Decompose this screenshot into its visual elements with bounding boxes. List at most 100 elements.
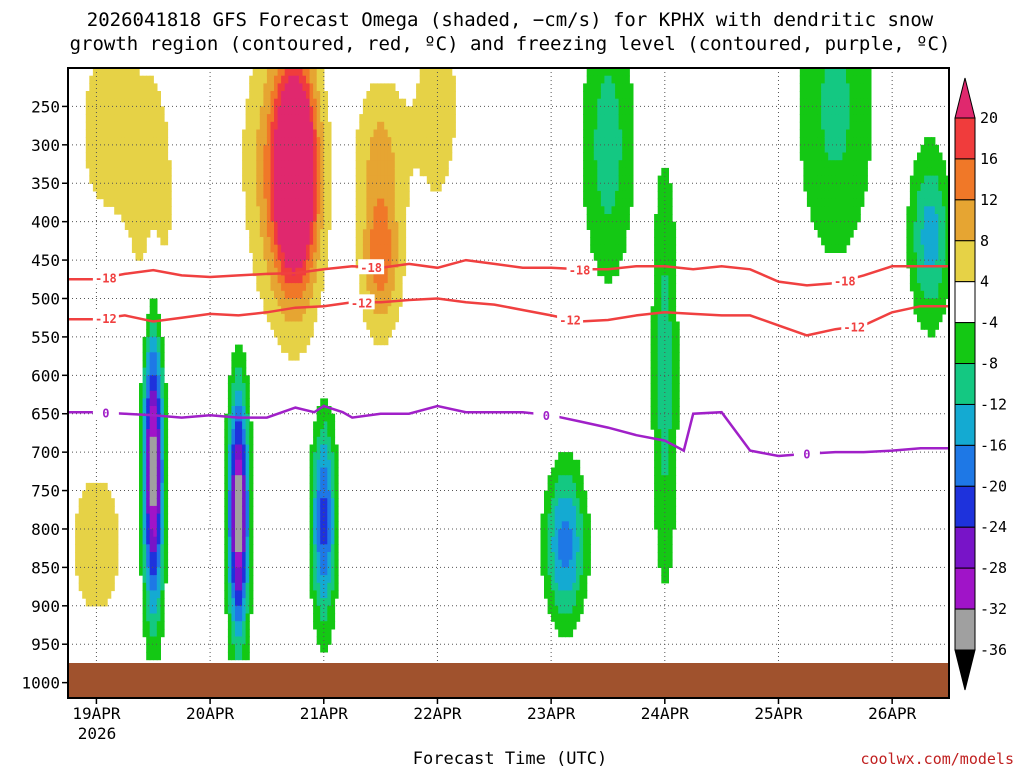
omega-cell bbox=[568, 498, 574, 507]
omega-cell bbox=[941, 190, 947, 200]
omega-cell bbox=[430, 144, 435, 154]
omega-cell bbox=[249, 244, 254, 253]
omega-cell bbox=[831, 221, 836, 230]
omega-cell bbox=[821, 137, 826, 146]
omega-cell bbox=[593, 252, 598, 261]
omega-cell bbox=[266, 190, 272, 200]
omega-cell bbox=[547, 498, 552, 507]
omega-cell bbox=[238, 552, 243, 561]
omega-cell bbox=[661, 336, 666, 346]
omega-cell bbox=[583, 529, 588, 538]
omega-cell bbox=[309, 552, 314, 561]
omega-cell bbox=[288, 144, 293, 154]
omega-cell bbox=[384, 290, 389, 300]
omega-cell bbox=[323, 221, 328, 230]
omega-cell bbox=[89, 513, 94, 522]
omega-cell bbox=[302, 129, 307, 138]
omega-cell bbox=[295, 237, 300, 246]
omega-cell bbox=[668, 283, 673, 292]
omega-cell bbox=[437, 91, 442, 100]
omega-cell bbox=[327, 144, 332, 154]
omega-cell bbox=[842, 244, 847, 253]
omega-cell bbox=[224, 444, 229, 453]
omega-cell bbox=[117, 137, 122, 146]
omega-cell bbox=[824, 137, 829, 146]
omega-cell bbox=[124, 91, 129, 100]
omega-cell bbox=[391, 137, 396, 146]
omega-cell bbox=[309, 75, 314, 84]
omega-cell bbox=[320, 536, 325, 545]
omega-cell bbox=[153, 452, 158, 461]
omega-cell bbox=[160, 436, 165, 446]
omega-cell bbox=[85, 144, 90, 154]
omega-cell bbox=[401, 198, 407, 207]
omega-cell bbox=[600, 175, 606, 184]
omega-cell bbox=[671, 313, 677, 323]
omega-cell bbox=[139, 498, 144, 507]
omega-cell bbox=[160, 452, 165, 461]
omega-cell bbox=[259, 190, 264, 200]
omega-cell bbox=[810, 183, 815, 192]
omega-cell bbox=[334, 567, 339, 576]
omega-cell bbox=[377, 129, 382, 138]
omega-cell bbox=[391, 175, 396, 184]
omega-cell bbox=[156, 644, 161, 653]
omega-cell bbox=[618, 190, 623, 200]
omega-cell bbox=[362, 313, 368, 323]
omega-cell bbox=[618, 229, 623, 238]
omega-cell bbox=[242, 398, 247, 407]
omega-cell bbox=[306, 121, 311, 131]
omega-cell bbox=[270, 206, 275, 215]
omega-cell bbox=[153, 628, 158, 638]
omega-cell bbox=[671, 452, 677, 461]
omega-cell bbox=[846, 129, 851, 138]
omega-cell bbox=[671, 444, 677, 453]
omega-cell bbox=[121, 91, 126, 100]
omega-cell bbox=[611, 175, 616, 184]
omega-cell bbox=[668, 298, 673, 307]
omega-cell bbox=[142, 336, 147, 346]
omega-cell bbox=[817, 144, 822, 154]
omega-cell bbox=[380, 121, 385, 131]
omega-cell bbox=[242, 505, 247, 515]
omega-cell bbox=[231, 429, 236, 438]
omega-cell bbox=[547, 598, 552, 607]
omega-cell bbox=[238, 375, 243, 384]
omega-cell bbox=[821, 221, 826, 230]
omega-cell bbox=[838, 83, 844, 92]
omega-cell bbox=[266, 214, 272, 223]
omega-cell bbox=[110, 68, 115, 77]
omega-cell bbox=[92, 498, 98, 507]
omega-cell bbox=[917, 167, 922, 177]
omega-cell bbox=[281, 144, 286, 154]
omega-cell bbox=[327, 582, 332, 592]
omega-cell bbox=[931, 329, 936, 338]
omega-cell bbox=[394, 144, 399, 154]
omega-cell bbox=[92, 536, 98, 545]
omega-cell bbox=[160, 114, 165, 123]
omega-cell bbox=[320, 575, 325, 584]
omega-cell bbox=[306, 313, 311, 323]
omega-cell bbox=[650, 360, 655, 369]
omega-cell bbox=[149, 313, 154, 323]
omega-cell bbox=[608, 198, 613, 207]
omega-cell bbox=[100, 529, 105, 538]
omega-cell bbox=[245, 421, 250, 430]
omega-cell bbox=[149, 444, 154, 453]
omega-cell bbox=[625, 75, 630, 84]
omega-cell bbox=[309, 68, 314, 77]
omega-cell bbox=[586, 529, 591, 538]
omega-cell bbox=[604, 160, 609, 169]
omega-cell bbox=[593, 175, 598, 184]
omega-cell bbox=[327, 552, 332, 561]
omega-cell bbox=[387, 144, 392, 154]
omega-cell bbox=[284, 114, 289, 123]
omega-cell bbox=[82, 544, 87, 553]
omega-cell bbox=[82, 552, 87, 561]
omega-cell bbox=[860, 144, 865, 154]
omega-cell bbox=[448, 144, 453, 154]
omega-cell bbox=[622, 91, 627, 100]
omega-cell bbox=[107, 575, 112, 584]
omega-cell bbox=[401, 106, 407, 115]
